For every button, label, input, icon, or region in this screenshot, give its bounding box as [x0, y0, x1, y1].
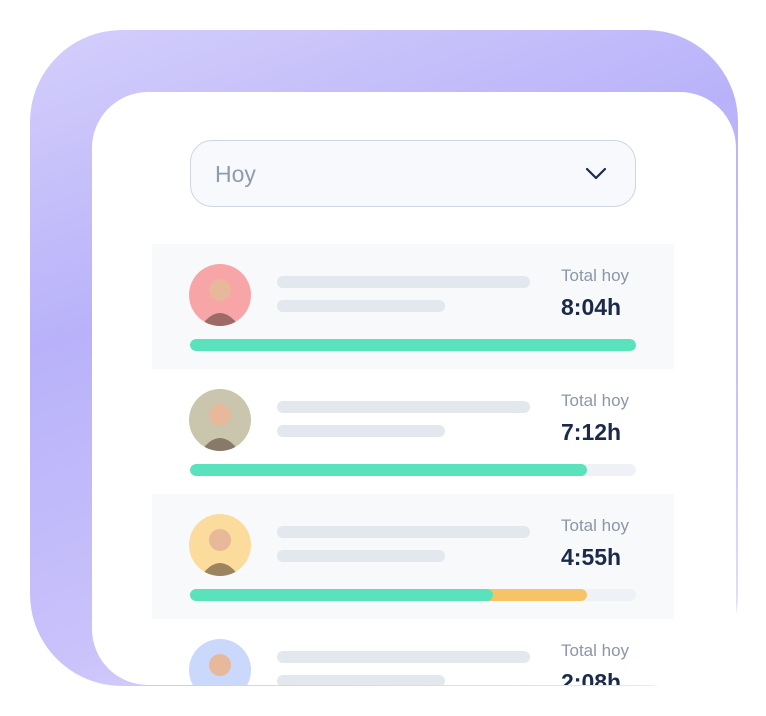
- total-label: Total hoy: [561, 641, 630, 660]
- total-time: 2:08h: [561, 669, 622, 685]
- list-item[interactable]: Total hoy 4:55h: [152, 494, 674, 619]
- skeleton-line: [277, 526, 530, 538]
- avatar: [189, 639, 251, 685]
- total-time: 4:55h: [561, 544, 622, 570]
- person-icon: [201, 279, 239, 326]
- progress-worked: [190, 339, 636, 351]
- period-dropdown[interactable]: Hoy: [190, 140, 636, 207]
- avatar: [189, 264, 251, 326]
- person-icon: [209, 654, 231, 676]
- skeleton-line: [277, 276, 530, 288]
- skeleton-line: [277, 401, 530, 413]
- list-item[interactable]: Total hoy 2:08h: [152, 619, 674, 685]
- total-label: Total hoy: [561, 266, 630, 285]
- skeleton-line: [277, 425, 445, 437]
- card: Hoy Total hoy 8:04h Total hoy 7:12h Tota…: [92, 92, 736, 685]
- chevron-down-icon: [585, 167, 607, 180]
- skeleton-line: [277, 651, 530, 663]
- person-icon: [201, 404, 239, 451]
- skeleton-line: [277, 300, 445, 312]
- list-item[interactable]: Total hoy 7:12h: [152, 369, 674, 494]
- progress-bar: [190, 339, 636, 351]
- device-frame: Hoy Total hoy 8:04h Total hoy 7:12h Tota…: [30, 30, 738, 686]
- avatar: [189, 514, 251, 576]
- dropdown-value: Hoy: [215, 161, 256, 187]
- total-time: 8:04h: [561, 294, 622, 320]
- total-time: 7:12h: [561, 419, 622, 445]
- avatar: [189, 389, 251, 451]
- progress-bar: [190, 464, 636, 476]
- list-item[interactable]: Total hoy 8:04h: [152, 244, 674, 369]
- person-icon: [201, 529, 239, 576]
- skeleton-line: [277, 550, 445, 562]
- progress-worked: [190, 589, 494, 601]
- total-label: Total hoy: [561, 516, 630, 535]
- skeleton-line: [277, 675, 445, 685]
- total-label: Total hoy: [561, 391, 630, 410]
- progress-bar: [190, 589, 636, 601]
- progress-worked: [190, 464, 587, 476]
